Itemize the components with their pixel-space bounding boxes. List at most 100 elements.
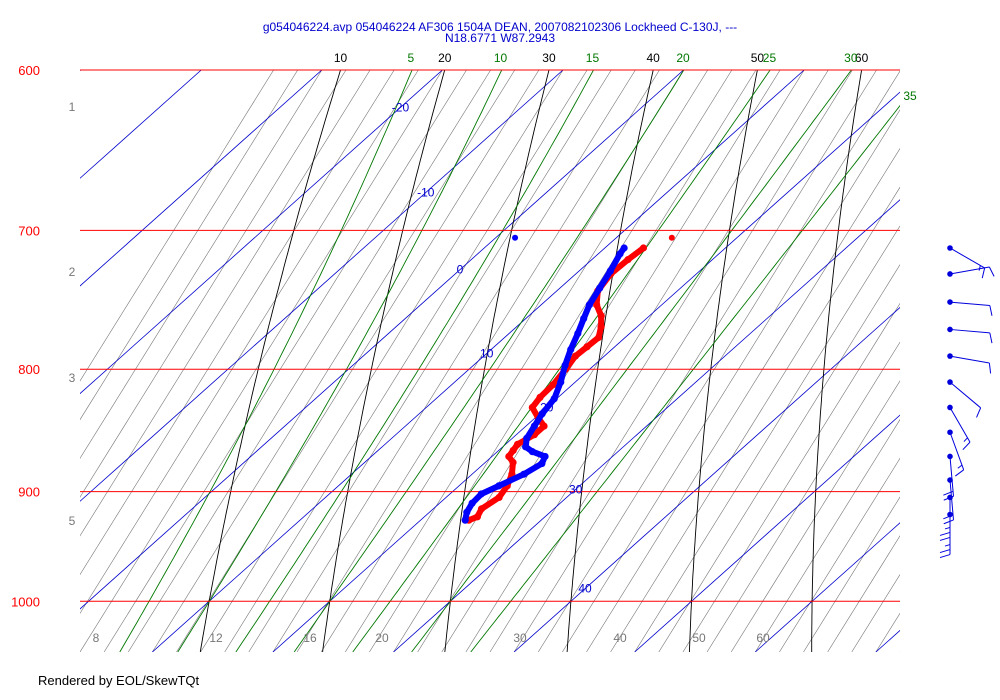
wind-barb-flag <box>988 362 992 374</box>
isotherm-line <box>634 414 900 652</box>
mixing-ratio-label: 40 <box>613 631 627 645</box>
mixing-ratio-line <box>152 70 516 652</box>
wind-barb-staff <box>949 407 971 443</box>
mixing-ratio-line <box>248 70 612 652</box>
temperature-point <box>509 458 517 466</box>
dewpoint-point <box>606 267 614 275</box>
dry-adiabat-line <box>322 70 446 652</box>
wind-barb-flag <box>989 305 993 316</box>
mixing-ratio-line <box>634 225 900 652</box>
dewpoint-point <box>567 345 575 354</box>
temperature-point <box>513 440 522 449</box>
wind-barb-half-flag <box>978 265 981 271</box>
dewpoint-point <box>468 499 476 507</box>
wind-barb-station <box>947 511 953 518</box>
mixing-ratio-line <box>103 70 467 652</box>
wind-barb <box>943 453 954 501</box>
dewpoint-point <box>528 448 536 456</box>
moist-adiabat-line <box>293 70 685 652</box>
temperature-point <box>595 333 603 342</box>
temperature-point <box>639 244 648 252</box>
mixing-ratio-line <box>80 70 443 652</box>
wind-barb-flag <box>939 531 951 536</box>
mixing-ratio-label: 50 <box>692 631 706 645</box>
wind-barb-flag <box>939 549 951 554</box>
wind-barb-flag <box>989 332 993 344</box>
temperature-marker <box>668 234 675 241</box>
mixing-ratio-line <box>779 457 900 652</box>
mixing-ratio-label: 5 <box>69 514 76 528</box>
wind-barb-staff <box>949 432 965 470</box>
mixing-ratio-line <box>562 109 900 652</box>
mixing-ratio-line <box>127 70 491 652</box>
dewpoint-point <box>596 284 604 292</box>
pressure-label: 800 <box>18 362 40 377</box>
moist-adiabat-label: 25 <box>763 51 777 65</box>
footer-text: Rendered by EOL/SkewTQt <box>38 673 200 688</box>
dewpoint-point <box>561 361 569 369</box>
isotherm-label: -20 <box>392 100 410 114</box>
chart-subtitle: N18.6771 W87.2943 <box>445 31 555 45</box>
wind-barb-station <box>947 299 953 305</box>
dry-adiabat-label: 40 <box>646 51 660 65</box>
wind-barb-staff <box>949 456 954 497</box>
mixing-ratio-line <box>200 70 564 652</box>
mixing-ratio-line <box>489 70 853 652</box>
mixing-ratio-line <box>803 496 900 652</box>
dewpoint-point <box>541 452 549 461</box>
mixing-ratio-line <box>80 70 274 382</box>
wind-barb <box>947 326 993 344</box>
mixing-ratio-label: 30 <box>513 631 527 645</box>
temperature-point <box>505 452 513 461</box>
mixing-ratio-line <box>948 70 1000 652</box>
wind-barb-station <box>947 326 953 333</box>
dewpoint-point <box>523 434 531 442</box>
moist-adiabat-label: 5 <box>408 51 415 65</box>
wind-barb-flag <box>962 441 971 451</box>
temperature-point <box>549 381 557 389</box>
temperature-point <box>473 513 482 521</box>
wind-barb <box>947 404 971 451</box>
mixing-ratio-line <box>924 70 1000 652</box>
mixing-ratio-label: 20 <box>375 631 389 645</box>
moist-adiabat-label: 30 <box>844 51 858 65</box>
mixing-ratio-line <box>682 302 900 652</box>
wind-barb-station <box>947 245 953 251</box>
moist-adiabat-label: 20 <box>676 51 690 65</box>
wind-barb-staff <box>949 266 990 275</box>
temperature-point <box>536 393 544 402</box>
moist-adiabat-line <box>470 104 900 652</box>
mixing-ratio-label: 60 <box>756 631 770 645</box>
wind-barb <box>943 477 954 525</box>
moist-adiabat-label: 35 <box>903 89 917 103</box>
dewpoint-point <box>616 250 624 258</box>
dry-adiabat-line <box>688 70 758 652</box>
isotherm-label: 0 <box>457 263 464 277</box>
dewpoint-point <box>585 301 594 309</box>
temperature-point <box>528 403 536 412</box>
dewpoint-point <box>461 516 469 524</box>
dewpoint-point <box>538 410 546 418</box>
wind-barb-flag <box>988 266 995 277</box>
mixing-ratio-line <box>730 380 900 652</box>
mixing-ratio-line <box>345 70 708 652</box>
chart-title: g054046224.avp 054046224 AF306 1504A DEA… <box>263 20 737 34</box>
wind-barb-flag <box>955 469 964 477</box>
mixing-ratio-label: 2 <box>69 265 76 279</box>
temperature-point <box>571 352 579 360</box>
dewpoint-point <box>520 470 528 478</box>
mixing-ratio-line <box>827 535 900 652</box>
mixing-ratio-line <box>996 70 1000 652</box>
dewpoint-point <box>463 508 471 516</box>
wind-barb <box>939 511 953 559</box>
wind-barb-station <box>947 353 953 359</box>
isotherm-line <box>152 70 805 652</box>
wind-barb-staff <box>949 355 990 364</box>
mixing-ratio-line <box>369 70 733 652</box>
dry-adiabat-line <box>811 70 863 652</box>
moist-adiabat-line <box>177 70 503 652</box>
wind-barb <box>947 379 982 418</box>
moist-adiabat-line <box>352 70 771 652</box>
isotherm-line <box>80 70 684 610</box>
mixing-ratio-line <box>224 70 588 652</box>
